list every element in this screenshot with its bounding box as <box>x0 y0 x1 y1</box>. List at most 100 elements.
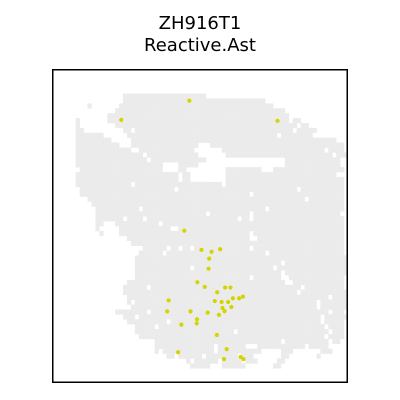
tissue-spot <box>316 343 321 349</box>
tissue-spot <box>225 221 230 227</box>
tissue-spot <box>280 186 286 192</box>
tissue-spot <box>249 176 254 183</box>
tissue-spot <box>225 250 230 256</box>
tissue-spot <box>174 103 179 109</box>
tissue-spot <box>237 265 242 271</box>
tissue-spot <box>273 201 278 207</box>
tissue-spot <box>245 294 250 300</box>
tissue-spot <box>269 226 274 232</box>
tissue-spot <box>178 122 183 129</box>
tissue-spot <box>336 167 341 173</box>
tissue-spot <box>233 122 238 129</box>
tissue-spot <box>328 137 333 143</box>
tissue-spot <box>245 216 250 222</box>
tissue-spot <box>229 299 234 305</box>
tissue-spot <box>233 255 238 261</box>
tissue-spot <box>273 319 278 325</box>
tissue-spot <box>194 181 199 188</box>
tissue-spot <box>134 108 140 114</box>
tissue-spot <box>221 235 226 242</box>
tissue-spot <box>91 132 96 138</box>
tissue-spot <box>241 343 246 349</box>
tissue-spot <box>245 196 250 202</box>
tissue-spot <box>194 122 199 129</box>
tissue-spot <box>257 250 262 256</box>
tissue-spot <box>174 230 179 237</box>
tissue-spot <box>75 137 80 143</box>
tissue-spot <box>324 343 329 349</box>
tissue-spot <box>265 338 270 345</box>
tissue-spot <box>138 93 144 99</box>
tissue-spot <box>265 255 270 261</box>
tissue-spot <box>186 191 191 197</box>
tissue-spot <box>237 137 242 143</box>
tissue-spot <box>336 201 341 207</box>
tissue-spot <box>111 142 116 148</box>
tissue-spot <box>233 152 238 158</box>
tissue-spot <box>103 216 108 222</box>
tissue-spot <box>190 299 195 305</box>
tissue-spot <box>170 329 175 335</box>
tissue-spot <box>182 270 187 276</box>
tissue-spot <box>233 216 238 222</box>
tissue-spot <box>194 314 199 320</box>
tissue-spot <box>292 270 297 276</box>
tissue-spot <box>142 324 148 330</box>
tissue-spot <box>336 162 341 168</box>
tissue-spot <box>296 343 301 349</box>
tissue-spot <box>205 343 211 349</box>
tissue-spot <box>119 216 124 222</box>
tissue-spot <box>213 319 219 325</box>
tissue-spot <box>328 348 333 354</box>
tissue-spot <box>217 191 223 197</box>
tissue-spot <box>296 284 301 291</box>
tissue-spot <box>245 127 250 134</box>
tissue-spot <box>190 98 195 104</box>
tissue-spot <box>320 343 325 349</box>
tissue-spot <box>300 226 305 232</box>
tissue-spot <box>209 206 215 212</box>
tissue-spot <box>186 103 191 109</box>
tissue-spot <box>269 103 274 109</box>
tissue-spot <box>154 289 159 295</box>
tissue-spot <box>284 157 290 163</box>
tissue-spot <box>217 235 223 242</box>
tissue-spot <box>269 275 274 281</box>
tissue-spot <box>312 127 317 134</box>
tissue-spot <box>123 167 128 173</box>
tissue-spot <box>245 221 250 227</box>
tissue-spot <box>142 103 148 109</box>
tissue-spot <box>324 289 329 295</box>
tissue-spot <box>154 162 159 168</box>
tissue-spot <box>166 314 171 320</box>
tissue-spot <box>312 240 317 246</box>
tissue-spot <box>126 230 132 237</box>
tissue-spot <box>312 324 317 330</box>
tissue-spot <box>292 186 297 192</box>
tissue-spot <box>209 270 215 276</box>
tissue-spot <box>150 147 155 153</box>
tissue-spot <box>265 191 270 197</box>
tissue-spot <box>273 343 278 349</box>
tissue-spot <box>280 211 286 217</box>
tissue-spot <box>123 191 128 197</box>
tissue-spot <box>304 142 309 148</box>
tissue-spot <box>201 122 207 129</box>
tissue-spot <box>304 289 309 295</box>
tissue-spot <box>190 353 195 359</box>
tissue-spot <box>312 319 317 325</box>
tissue-spot <box>269 201 274 207</box>
tissue-spot <box>257 284 262 291</box>
tissue-spot <box>324 172 329 178</box>
tissue-spot <box>87 186 92 192</box>
tissue-spot <box>123 162 128 168</box>
tissue-spot <box>174 181 179 188</box>
tissue-spot <box>316 221 321 227</box>
tissue-spot <box>126 196 132 202</box>
tissue-spot <box>276 358 282 364</box>
tissue-spot <box>138 172 144 178</box>
tissue-spot <box>265 221 270 227</box>
tissue-spot <box>174 294 179 300</box>
tissue-spot <box>288 284 294 291</box>
tissue-spot <box>186 284 191 291</box>
